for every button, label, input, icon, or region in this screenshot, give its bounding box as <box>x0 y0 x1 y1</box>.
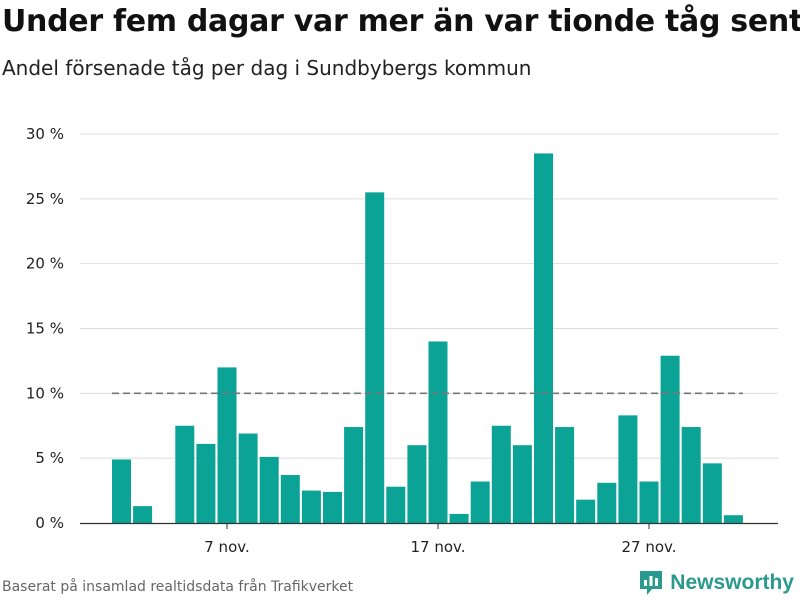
bar <box>407 445 427 523</box>
y-axis-labels: 0 % 5 % 10 % 15 % 20 % 25 % 30 % <box>26 125 64 532</box>
x-axis: 7 nov. 17 nov. 27 nov. <box>80 522 778 556</box>
bar <box>301 490 321 523</box>
chart-subtitle: Andel försenade tåg per dag i Sundbyberg… <box>2 56 532 80</box>
bar <box>470 481 490 523</box>
chart-title: Under fem dagar var mer än var tionde tå… <box>2 4 800 39</box>
bar <box>681 427 701 523</box>
bar <box>491 425 511 523</box>
bars <box>112 153 743 523</box>
y-tick-label: 0 % <box>35 514 64 532</box>
bar <box>386 486 406 523</box>
brand-name: Newsworthy <box>670 571 794 594</box>
bar <box>639 481 659 523</box>
bar <box>449 513 469 523</box>
y-tick-label: 20 % <box>26 255 64 273</box>
newsworthy-chart-icon <box>640 571 663 595</box>
y-tick-label: 30 % <box>26 125 64 143</box>
bar <box>175 425 195 523</box>
bar <box>534 153 553 523</box>
x-tick-label: 7 nov. <box>204 538 249 556</box>
bar <box>660 355 680 523</box>
bar <box>428 341 448 523</box>
bar <box>112 459 131 523</box>
bar <box>323 491 342 523</box>
bar <box>597 482 617 523</box>
bar <box>133 506 153 523</box>
newsworthy-logo[interactable]: Newsworthy <box>638 569 794 597</box>
x-tick-label: 27 nov. <box>621 538 676 556</box>
data-source-note: Baserat på insamlad realtidsdata från Tr… <box>2 579 354 595</box>
y-tick-label: 10 % <box>26 384 64 402</box>
bar <box>555 427 575 523</box>
bar <box>618 415 638 523</box>
y-tick-label: 15 % <box>26 320 64 338</box>
y-tick-label: 5 % <box>35 449 64 467</box>
x-tick-label: 17 nov. <box>410 538 465 556</box>
bar <box>702 463 722 523</box>
bar <box>280 475 300 523</box>
y-tick-label: 25 % <box>26 190 64 208</box>
bar <box>576 499 596 523</box>
bar <box>196 443 216 523</box>
bar <box>723 515 743 523</box>
bar <box>365 192 385 523</box>
bar <box>344 427 364 523</box>
bar <box>217 367 237 523</box>
bar <box>512 445 532 523</box>
bar <box>259 456 279 523</box>
bar <box>238 433 258 523</box>
